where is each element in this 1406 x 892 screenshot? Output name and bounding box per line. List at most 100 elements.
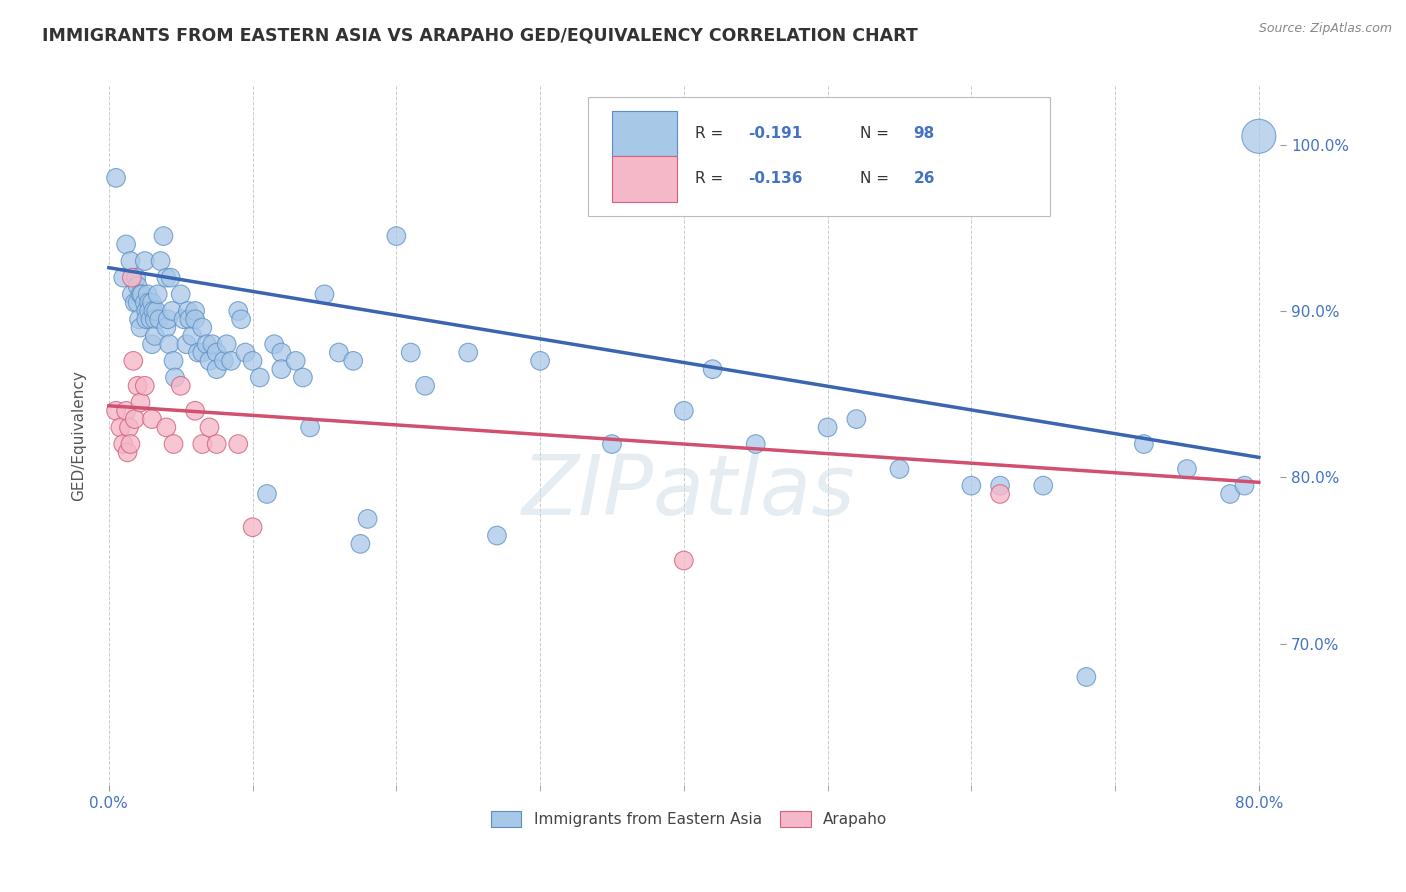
Point [176,337,198,351]
FancyBboxPatch shape [588,97,1050,216]
Point [1175,462,1198,476]
Point [270,345,292,359]
Point [117,445,139,459]
Point [143,329,166,343]
Text: R =: R = [695,126,728,141]
Point [149,254,172,268]
Point [125,270,148,285]
Point [226,304,249,318]
Point [205,345,228,359]
Point [242,520,264,534]
Point [124,412,146,426]
Text: -0.136: -0.136 [748,171,803,186]
Point [142,304,165,318]
Point [128,312,150,326]
Point [219,354,242,368]
Point [191,345,214,359]
Point [256,487,278,501]
Point [889,462,911,476]
Point [121,270,143,285]
Point [342,354,364,368]
Point [135,312,157,326]
Point [249,370,271,384]
Point [191,437,214,451]
Point [121,287,143,301]
Point [129,320,152,334]
Point [120,437,142,451]
Point [173,312,195,326]
Point [139,312,162,326]
Point [226,437,249,451]
Point [127,279,149,293]
Point [413,379,436,393]
Point [184,312,207,326]
Point [179,312,201,326]
Point [134,254,156,268]
Text: IMMIGRANTS FROM EASTERN ASIA VS ARAPAHO GED/EQUIVALENCY CORRELATION CHART: IMMIGRANTS FROM EASTERN ASIA VS ARAPAHO … [42,27,918,45]
Point [385,229,408,244]
Point [356,512,378,526]
Point [205,437,228,451]
Point [159,270,181,285]
Legend: Immigrants from Eastern Asia, Arapaho: Immigrants from Eastern Asia, Arapaho [485,805,893,833]
Point [141,295,163,310]
Point [328,345,350,359]
Point [162,437,184,451]
Point [155,420,177,434]
Point [160,304,183,318]
Point [112,270,135,285]
Text: R =: R = [695,171,728,186]
Point [457,345,479,359]
Point [118,420,141,434]
Point [1247,129,1270,144]
Point [1219,487,1241,501]
Point [198,354,221,368]
Point [1133,437,1156,451]
Point [141,412,163,426]
Point [988,478,1011,492]
Point [672,553,695,567]
Point [960,478,983,492]
Text: 26: 26 [914,171,935,186]
Point [143,312,166,326]
Point [485,528,508,542]
Point [191,320,214,334]
Point [135,304,157,318]
Point [270,362,292,376]
Text: ZIPatlas: ZIPatlas [522,451,856,533]
Point [141,337,163,351]
Point [291,370,314,384]
Point [170,287,193,301]
Point [138,304,160,318]
Point [115,404,138,418]
Point [124,295,146,310]
Point [115,237,138,252]
Point [988,487,1011,501]
Point [242,354,264,368]
Point [146,287,169,301]
Point [105,170,128,185]
Point [181,329,204,343]
Point [195,337,218,351]
Point [1076,670,1098,684]
Point [198,420,221,434]
Point [152,229,174,244]
Point [120,254,142,268]
Point [672,404,695,418]
Point [177,304,200,318]
Point [122,354,145,368]
Point [134,295,156,310]
Point [155,320,177,334]
Point [127,295,149,310]
Point [155,270,177,285]
Point [817,420,839,434]
Point [215,337,238,351]
Text: Source: ZipAtlas.com: Source: ZipAtlas.com [1258,22,1392,36]
Point [170,379,193,393]
Point [184,304,207,318]
Point [187,345,209,359]
Point [600,437,623,451]
Text: N =: N = [860,171,894,186]
Text: -0.191: -0.191 [748,126,803,141]
Point [229,312,252,326]
